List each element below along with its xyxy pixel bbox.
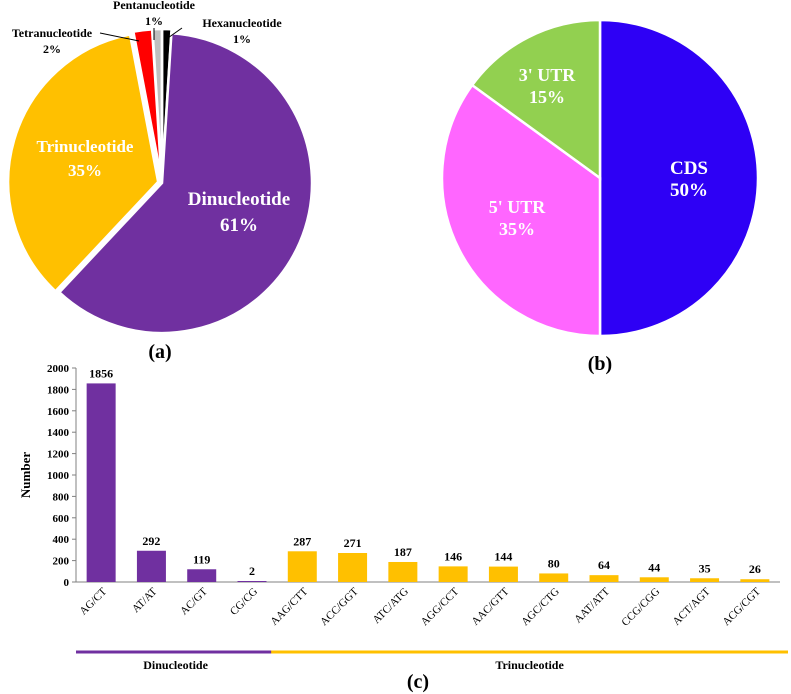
x-tick-label: AG/CT [77,585,109,617]
y-tick-label: 1600 [47,406,70,418]
slice-pct-3-utr: 15% [529,87,565,107]
bar-value-label: 187 [394,545,412,559]
slice-label-pentanucleotide: Pentanucleotide [113,0,196,12]
slice-label-3-utr: 3' UTR [519,65,577,85]
bar-value-label: 144 [494,550,512,564]
slice-label-cds: CDS [670,158,708,179]
slice-pct-cds: 50% [670,180,708,201]
slice-pct-dinucleotide: 61% [220,215,258,236]
bar-act-agt [690,578,719,582]
y-tick-label: 2000 [47,363,70,375]
bar-value-label: 80 [548,556,560,570]
group-label-trinucleotide: Trinucleotide [495,658,564,672]
bar-value-label: 2 [249,564,255,578]
slice-label-5-utr: 5' UTR [489,197,547,217]
y-tick-label: 1800 [47,384,70,396]
bar-value-label: 287 [293,534,311,548]
bar-value-label: 146 [444,549,462,563]
bar-agc-ctg [539,573,568,582]
y-tick-label: 600 [53,513,70,525]
figure: Dinucleotide 61% Trinucleotide 35% Tetranucl… [0,0,791,694]
slice-pct-5-utr: 35% [499,219,535,239]
bar-acg-cgt [740,579,769,582]
y-tick-label: 1400 [47,427,70,439]
bar-aag-ctt [288,551,317,582]
panel-label-c: (c) [407,671,429,693]
y-tick-label: 200 [53,556,70,568]
x-tick-label: AT/AT [130,585,160,615]
x-tick-label: ACG/CGT [720,585,763,628]
x-tick-label: AAG/CTT [268,585,310,627]
slice-label-hexanucleotide: Hexanucleotide [202,16,282,30]
bar-value-label: 26 [749,562,761,576]
y-tick-label: 800 [53,491,70,503]
panel-label-b: (b) [588,353,612,375]
slice-label-tetranucleotide: Tetranucleotide [12,26,93,40]
x-tick-label: CCG/CGG [619,586,662,629]
slice-pct-pentanucleotide: 1% [145,14,163,28]
x-tick-label: ACC/GGT [318,585,361,628]
bar-aac-gtt [489,567,518,582]
bar-ccg-cgg [640,577,669,582]
bar-value-label: 119 [193,552,210,566]
bar-agg-cct [439,566,468,582]
x-tick-label: AGG/CCT [419,585,462,628]
x-tick-label: ATC/ATG [371,586,412,627]
bar-aat-att [590,575,619,582]
y-tick-label: 400 [53,534,70,546]
bar-at-at [137,551,166,582]
bar-chart-c: Number 0 200 400 600 800 1000 1200 1400 1600 1800 2… [18,363,788,672]
slice-label-trinucleotide: Trinucleotide [37,137,134,156]
group-label-dinucleotide: Dinucleotide [143,658,208,672]
y-tick-label: 1000 [47,470,70,482]
x-tick-label: ACT/AGT [670,585,712,627]
x-tick-label: AAT/ATT [572,585,612,625]
panel-label-a: (a) [148,341,171,363]
bar-acc-ggt [338,553,367,582]
slice-pct-hexanucleotide: 1% [233,32,251,46]
bar-value-label: 1856 [89,366,113,380]
bar-value-label: 292 [142,534,160,548]
y-tick-label: 1200 [47,449,70,461]
bar-value-label: 44 [648,560,660,574]
bar-ac-gt [187,569,216,582]
bar-value-label: 271 [344,536,362,550]
y-axis-label: Number [18,452,33,498]
x-tick-label: AAC/GTT [469,585,511,627]
slice-pct-tetranucleotide: 2% [43,42,61,56]
slice-pct-trinucleotide: 35% [68,161,102,180]
x-tick-label: CG/CG [228,586,260,618]
x-tick-label: AC/GT [178,585,210,617]
pie-chart-a: Dinucleotide 61% Trinucleotide 35% Tetranucl… [8,0,312,333]
y-tick-label: 0 [64,577,70,589]
bar-cg-cg [238,581,267,582]
bar-value-label: 64 [598,558,610,572]
bar-ag-ct [87,383,116,582]
slice-label-dinucleotide: Dinucleotide [188,189,290,210]
x-tick-label: AGC/CTG [519,586,562,629]
bar-atc-atg [388,562,417,582]
bar-value-label: 35 [699,561,711,575]
